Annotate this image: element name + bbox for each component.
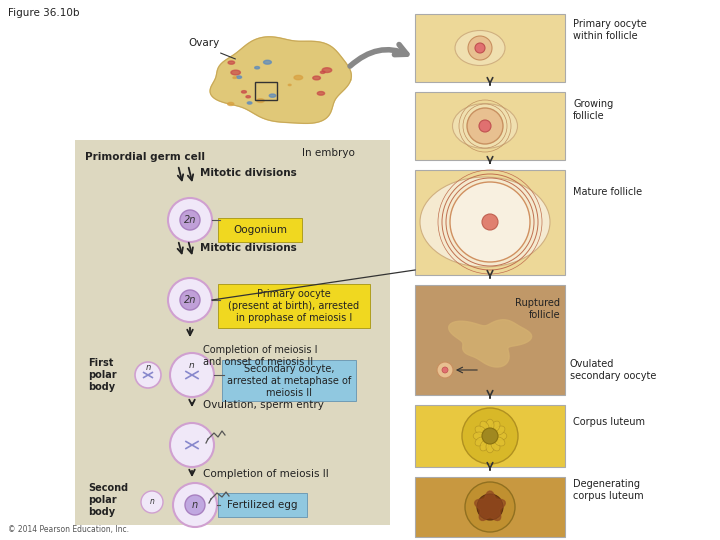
Ellipse shape (491, 440, 500, 451)
Circle shape (477, 494, 503, 520)
Bar (75, 140, 390, 525)
Text: Primary oocyte
(present at birth), arrested
in prophase of meiosis I: Primary oocyte (present at birth), arres… (228, 289, 359, 322)
Ellipse shape (288, 84, 291, 86)
Ellipse shape (475, 426, 486, 435)
Text: Ovulation, sperm entry: Ovulation, sperm entry (203, 400, 324, 410)
Ellipse shape (473, 432, 485, 440)
Text: Ovulated
secondary oocyte: Ovulated secondary oocyte (570, 359, 657, 381)
Ellipse shape (241, 91, 246, 93)
Text: First
polar
body: First polar body (88, 359, 117, 392)
Circle shape (168, 198, 212, 242)
Ellipse shape (228, 61, 235, 64)
Ellipse shape (228, 103, 234, 105)
Circle shape (173, 483, 217, 527)
Circle shape (437, 362, 453, 378)
Bar (415, 170, 565, 275)
Ellipse shape (312, 76, 320, 80)
Circle shape (450, 182, 530, 262)
Ellipse shape (480, 440, 489, 451)
Circle shape (462, 408, 518, 464)
Ellipse shape (420, 177, 550, 267)
Bar (415, 285, 565, 395)
Ellipse shape (486, 441, 494, 453)
Ellipse shape (233, 77, 236, 78)
Circle shape (468, 36, 492, 60)
Ellipse shape (494, 426, 505, 435)
Circle shape (180, 290, 200, 310)
Circle shape (185, 495, 205, 515)
Text: 2n: 2n (184, 215, 196, 225)
Ellipse shape (237, 76, 242, 78)
Bar (415, 477, 565, 537)
Ellipse shape (320, 71, 325, 73)
Ellipse shape (495, 432, 507, 440)
Text: n: n (192, 500, 198, 510)
Text: Mature follicle: Mature follicle (573, 187, 642, 197)
Circle shape (482, 428, 498, 444)
Text: Primordial germ cell: Primordial germ cell (85, 152, 205, 162)
Ellipse shape (264, 60, 271, 64)
Polygon shape (474, 491, 505, 521)
Text: n: n (189, 361, 195, 369)
Ellipse shape (491, 421, 500, 432)
Text: © 2014 Pearson Education, Inc.: © 2014 Pearson Education, Inc. (8, 525, 129, 534)
FancyBboxPatch shape (218, 493, 307, 517)
Circle shape (170, 423, 214, 467)
Text: Ruptured
follicle: Ruptured follicle (515, 298, 560, 320)
Ellipse shape (480, 421, 489, 432)
Text: Completion of meiosis II: Completion of meiosis II (203, 469, 329, 479)
Circle shape (135, 362, 161, 388)
Ellipse shape (257, 99, 264, 103)
Text: Oogonium: Oogonium (233, 225, 287, 235)
Ellipse shape (269, 94, 276, 97)
Polygon shape (449, 320, 531, 367)
Ellipse shape (486, 419, 494, 431)
Text: Fertilized egg: Fertilized egg (227, 500, 297, 510)
Text: Corpus luteum: Corpus luteum (573, 417, 645, 427)
Circle shape (168, 278, 212, 322)
Circle shape (180, 210, 200, 230)
Bar (415, 92, 565, 160)
Text: Mitotic divisions: Mitotic divisions (200, 243, 297, 253)
Bar (415, 405, 565, 467)
Circle shape (442, 367, 448, 373)
Text: Growing
follicle: Growing follicle (573, 99, 613, 121)
Circle shape (467, 108, 503, 144)
Text: n: n (150, 497, 154, 507)
Text: 2n: 2n (184, 295, 196, 305)
Circle shape (479, 120, 491, 132)
Ellipse shape (455, 30, 505, 65)
Text: In embryo: In embryo (302, 148, 355, 158)
Ellipse shape (475, 437, 486, 446)
Polygon shape (210, 37, 351, 123)
Circle shape (141, 491, 163, 513)
Ellipse shape (323, 68, 332, 72)
Bar (255, 82, 277, 100)
Ellipse shape (294, 76, 302, 80)
Ellipse shape (247, 102, 252, 104)
FancyBboxPatch shape (222, 360, 356, 401)
Ellipse shape (318, 91, 325, 95)
Text: Secondary oocyte,
arrested at metaphase of
meiosis II: Secondary oocyte, arrested at metaphase … (227, 364, 351, 397)
Circle shape (475, 43, 485, 53)
Circle shape (482, 214, 498, 230)
Text: n: n (145, 363, 150, 373)
Ellipse shape (494, 437, 505, 446)
Text: Ovary: Ovary (189, 38, 220, 48)
Circle shape (465, 482, 515, 532)
Text: Second
polar
body: Second polar body (88, 483, 128, 517)
Text: Primary oocyte
within follicle: Primary oocyte within follicle (573, 19, 647, 41)
Ellipse shape (246, 96, 251, 98)
Text: Figure 36.10b: Figure 36.10b (8, 8, 79, 18)
Text: Mitotic divisions: Mitotic divisions (200, 168, 297, 178)
Circle shape (170, 353, 214, 397)
FancyBboxPatch shape (218, 218, 302, 242)
Ellipse shape (231, 70, 240, 75)
Text: Completion of meiosis I
and onset of meiosis II: Completion of meiosis I and onset of mei… (203, 345, 318, 367)
Bar (415, 14, 565, 82)
FancyBboxPatch shape (218, 284, 370, 328)
Text: Degenerating
corpus luteum: Degenerating corpus luteum (573, 479, 644, 501)
Ellipse shape (452, 104, 518, 148)
Ellipse shape (255, 66, 260, 69)
